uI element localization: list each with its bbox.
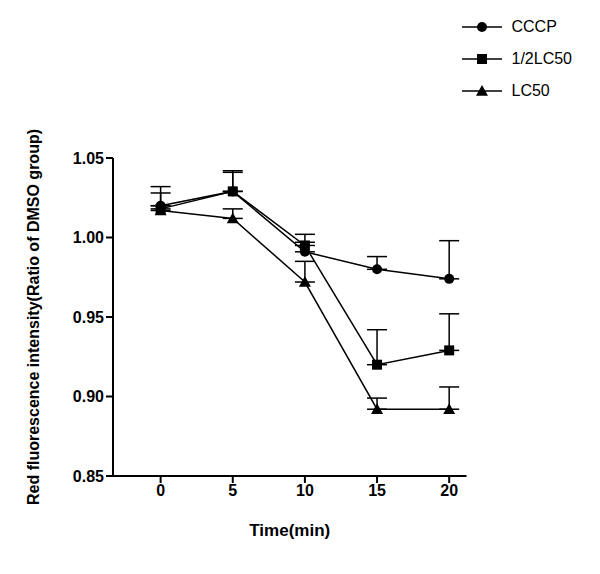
svg-text:0: 0 (156, 482, 165, 499)
svg-text:0.85: 0.85 (73, 468, 104, 485)
svg-text:Time(min): Time(min) (249, 521, 330, 540)
svg-text:1.00: 1.00 (73, 229, 104, 246)
html-text:LC50: LC50 (511, 82, 550, 99)
svg-text:5: 5 (228, 482, 237, 499)
html-text:1/2LC50: 1/2LC50 (511, 50, 572, 67)
html-text:CCCP: CCCP (511, 18, 557, 35)
svg-text:10: 10 (296, 482, 314, 499)
svg-text:Red fluorescence intensity(Rat: Red fluorescence intensity(Ratio of DMSO… (25, 129, 42, 505)
svg-text:15: 15 (368, 482, 386, 499)
svg-text:20: 20 (440, 482, 458, 499)
svg-text:1.05: 1.05 (73, 150, 104, 167)
svg-text:0.90: 0.90 (73, 388, 104, 405)
svg-text:0.95: 0.95 (73, 309, 104, 326)
